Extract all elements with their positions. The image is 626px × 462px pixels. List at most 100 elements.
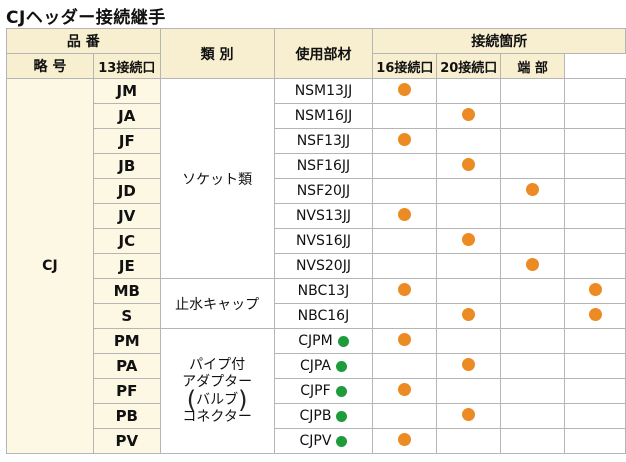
part-cell: NSM16JJ — [273, 103, 374, 129]
orange-dot-icon — [398, 332, 412, 346]
connection-cell — [436, 403, 502, 429]
part-name: NVS20JJ — [295, 258, 351, 274]
code-cell: JM — [92, 78, 161, 104]
connection-cell — [500, 103, 566, 129]
connection-cell — [564, 303, 626, 329]
connection-cell — [500, 403, 566, 429]
connection-cell — [564, 253, 626, 279]
table-row: PB CJPB — [7, 403, 626, 429]
fitting-table: 品 番 類 別 使用部材 接続箇所 略 号 13接続口 16接続口 20接続口 … — [6, 28, 626, 454]
orange-dot-icon — [462, 107, 476, 121]
page-title: CJヘッダー接続継手 — [6, 8, 166, 28]
header-col-16: 16接続口 — [372, 53, 438, 79]
connection-cell — [500, 303, 566, 329]
connection-cell — [500, 203, 566, 229]
green-dot-icon — [337, 335, 349, 347]
code-cell: PA — [92, 353, 161, 379]
connection-cell — [372, 203, 438, 229]
part-name: NVS13JJ — [295, 208, 351, 224]
header-col-13: 13接続口 — [92, 53, 161, 79]
connection-cell — [436, 278, 502, 304]
code-cell: PV — [92, 428, 161, 454]
connection-cell — [372, 103, 438, 129]
connection-cell — [436, 153, 502, 179]
orange-dot-icon — [588, 307, 602, 321]
connection-cell — [372, 78, 438, 104]
part-name: CJPM — [298, 333, 333, 349]
connection-cell — [372, 328, 438, 354]
category-cap: 止水キャップ — [159, 278, 275, 329]
orange-dot-icon — [462, 357, 476, 371]
part-cell: NSF16JJ — [273, 153, 374, 179]
code-cell: PB — [92, 403, 161, 429]
category-valve-line: コネクター — [182, 408, 252, 425]
part-cell: NBC13J — [273, 278, 374, 304]
part-cell: NVS20JJ — [273, 253, 374, 279]
connection-cell — [564, 428, 626, 454]
connection-cell — [436, 178, 502, 204]
connection-cell — [500, 428, 566, 454]
connection-cell — [436, 78, 502, 104]
connection-cell — [564, 403, 626, 429]
green-dot-icon — [335, 360, 347, 372]
part-cell: CJPV — [273, 428, 374, 454]
table-row: PA CJPA — [7, 353, 626, 379]
orange-dot-icon — [398, 132, 412, 146]
part-cell: CJPM — [273, 328, 374, 354]
connection-cell — [500, 178, 566, 204]
connection-cell — [500, 128, 566, 154]
orange-dot-icon — [398, 432, 412, 446]
connection-cell — [372, 278, 438, 304]
table-row: S NBC16J — [7, 303, 626, 329]
part-cell: CJPF — [273, 378, 374, 404]
connection-cell — [500, 328, 566, 354]
table-row: MB 止水キャップ NBC13J — [7, 278, 626, 329]
category-socket: ソケット類 — [159, 78, 275, 279]
orange-dot-icon — [398, 207, 412, 221]
part-cell: NSM13JJ — [273, 78, 374, 104]
connection-cell — [500, 228, 566, 254]
orange-dot-icon — [398, 82, 412, 96]
header-setsuzoku: 接続箇所 — [372, 28, 626, 54]
orange-dot-icon — [588, 282, 602, 296]
part-cell: NBC16J — [273, 303, 374, 329]
part-name: NSF13JJ — [296, 133, 351, 149]
part-cell: CJPA — [273, 353, 374, 379]
connection-cell — [372, 353, 438, 379]
table-row: JC NVS16JJ — [7, 228, 626, 254]
code-cell: JA — [92, 103, 161, 129]
code-cell: JB — [92, 153, 161, 179]
connection-cell — [372, 303, 438, 329]
part-cell: CJPB — [273, 403, 374, 429]
code-cell: JD — [92, 178, 161, 204]
left-paren: ( — [186, 385, 197, 414]
code-cell: JF — [92, 128, 161, 154]
header-shubetsu: 類 別 — [159, 28, 275, 79]
connection-cell — [500, 153, 566, 179]
connection-cell — [500, 378, 566, 404]
part-name: NBC16J — [297, 308, 350, 324]
connection-cell — [500, 278, 566, 304]
green-dot-icon — [335, 385, 347, 397]
orange-dot-icon — [462, 407, 476, 421]
code-cell: S — [92, 303, 161, 329]
orange-dot-icon — [526, 182, 540, 196]
code-cell: PM — [92, 328, 161, 354]
part-cell: NVS13JJ — [273, 203, 374, 229]
part-cell: NSF20JJ — [273, 178, 374, 204]
connection-cell — [372, 428, 438, 454]
connection-cell — [436, 378, 502, 404]
connection-cell — [564, 178, 626, 204]
part-name: CJPB — [299, 408, 332, 424]
connection-cell — [436, 203, 502, 229]
header-ryakugo: 略 号 — [6, 53, 94, 79]
connection-cell — [564, 153, 626, 179]
part-name: NBC13J — [297, 283, 350, 299]
table-row: JE NVS20JJ — [7, 253, 626, 279]
header-buzai: 使用部材 — [273, 28, 374, 79]
header-hinban: 品 番 — [6, 28, 161, 54]
table-row: JB NSF16JJ — [7, 153, 626, 179]
orange-dot-icon — [462, 157, 476, 171]
connection-cell — [436, 353, 502, 379]
code-cell: JV — [92, 203, 161, 229]
